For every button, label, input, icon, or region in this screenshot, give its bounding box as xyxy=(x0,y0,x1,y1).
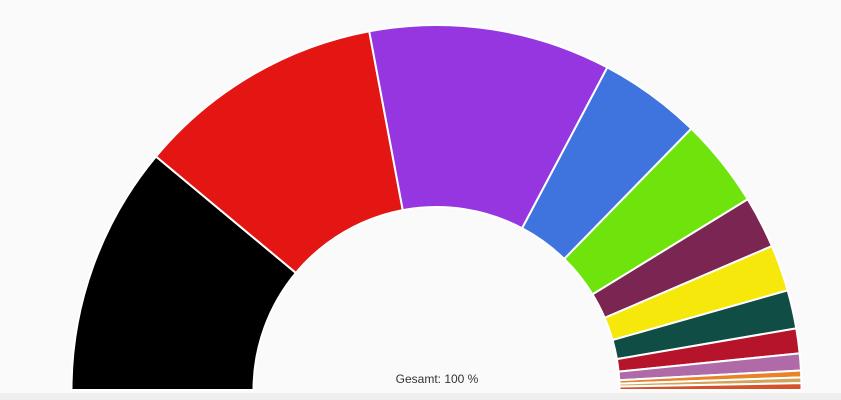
slice xyxy=(368,24,609,230)
slice xyxy=(618,382,803,391)
slices xyxy=(70,24,803,391)
total-label: Gesamt: 100 % xyxy=(396,372,479,386)
bottom-strip xyxy=(0,393,841,400)
